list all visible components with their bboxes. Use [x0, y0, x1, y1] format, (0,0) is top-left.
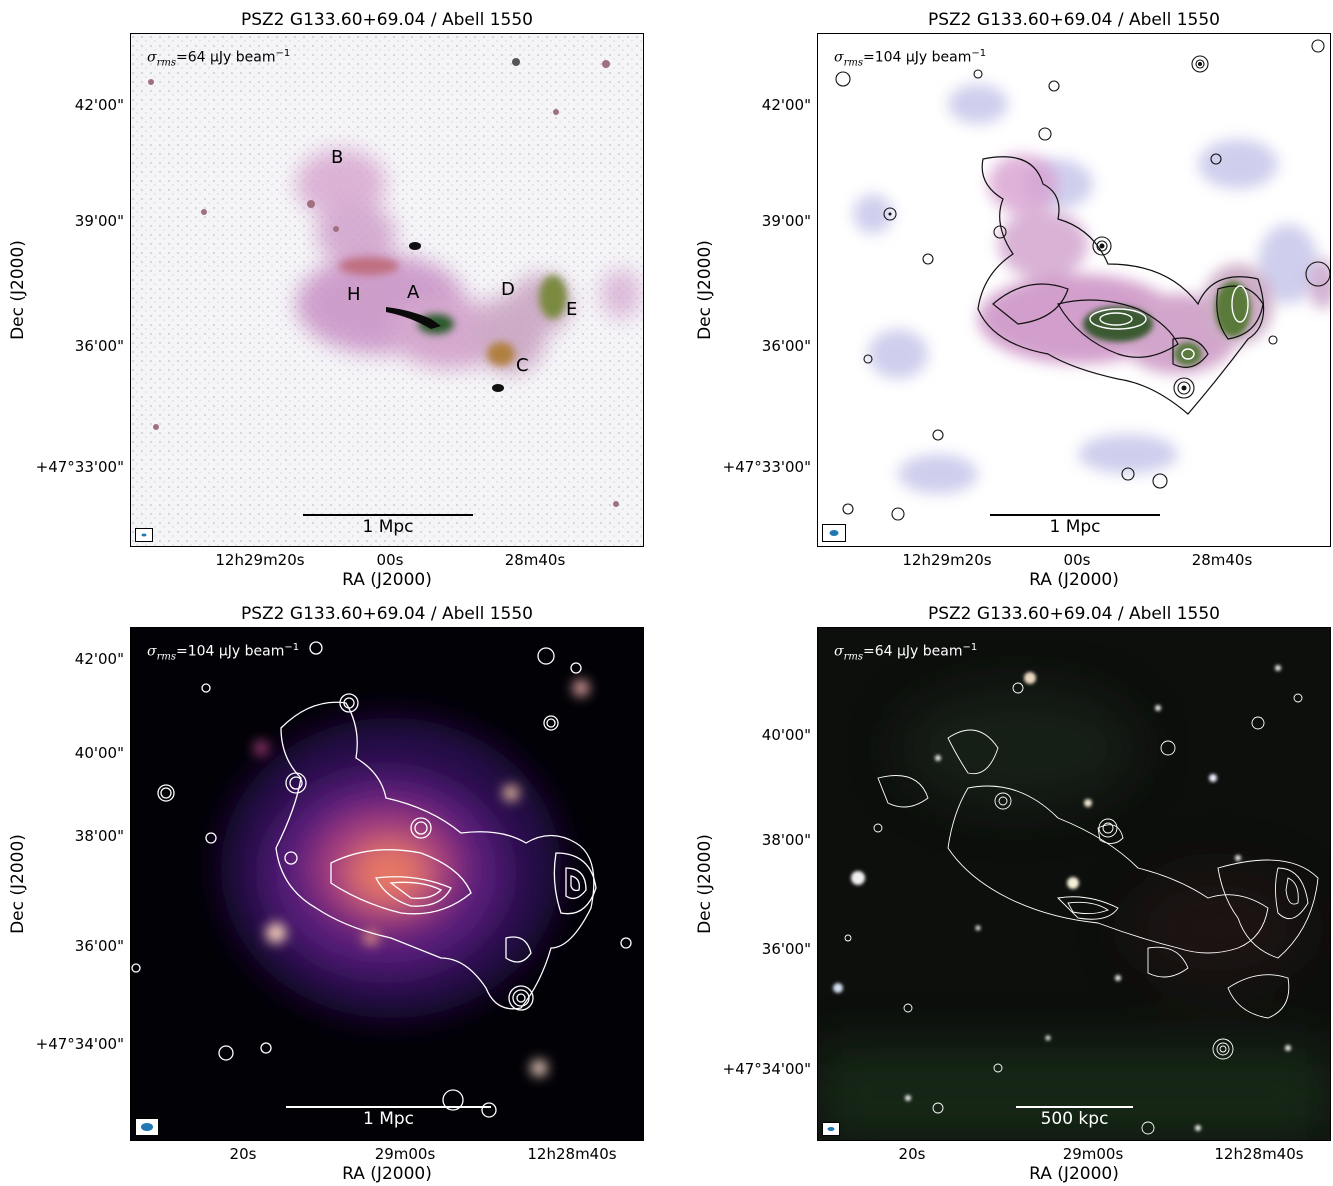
panel-radio-contours: PSZ2 G133.60+69.04 / Abell 1550 — [687, 0, 1333, 592]
x-tick-label: 29m00s — [374, 1145, 436, 1163]
scale-bar: 1 Mpc — [286, 1106, 491, 1129]
beam-ellipse — [135, 528, 153, 542]
panel-title: PSZ2 G133.60+69.04 / Abell 1550 — [927, 604, 1220, 624]
y-tick-label: 42'00" — [74, 96, 124, 114]
region-label-a: A — [407, 282, 420, 303]
panel-optical-overlay: PSZ2 G133.60+69.04 / Abell 1550 — [687, 594, 1333, 1186]
optical-sky-map — [818, 628, 1330, 1140]
x-tick-label: 00s — [376, 551, 404, 569]
y-tick-label: 36'00" — [761, 337, 811, 355]
region-label-b: B — [331, 147, 344, 168]
y-tick-label: 38'00" — [761, 831, 811, 849]
x-tick-label: 12h28m40s — [527, 1145, 617, 1163]
beam-ellipse — [135, 1118, 159, 1136]
y-tick-label: +47°34'00" — [35, 1035, 124, 1053]
panel-radio-lowres: PSZ2 G133.60+69.04 / Abell 1550 — [0, 0, 670, 592]
beam-ellipse — [822, 1122, 840, 1136]
y-tick-label: 39'00" — [74, 212, 124, 230]
y-tick-label: 42'00" — [74, 650, 124, 668]
sigma-rms-label: σrms=64 μJy beam−1 — [834, 642, 978, 663]
scale-bar: 500 kpc — [1016, 1106, 1133, 1129]
y-tick-label: 36'00" — [761, 940, 811, 958]
y-axis-label: Dec (J2000) — [695, 834, 715, 934]
x-tick-label: 28m40s — [1191, 551, 1253, 569]
y-tick-label: 40'00" — [74, 744, 124, 762]
optical-image: σrms=64 μJy beam−1 500 kpc — [817, 627, 1331, 1141]
y-tick-label: 40'00" — [761, 726, 811, 744]
x-tick-label: 20s — [229, 1145, 257, 1163]
scale-bar: 1 Mpc — [990, 514, 1160, 537]
radio-image: σrms=104 μJy beam−1 1 Mpc — [817, 33, 1331, 547]
beam-ellipse — [822, 524, 846, 542]
x-tick-label: 20s — [898, 1145, 926, 1163]
y-axis-label: Dec (J2000) — [695, 240, 715, 340]
panel-xray-overlay: PSZ2 G133.60+69.04 / Abell 1550 — [0, 594, 670, 1186]
x-tick-label: 28m40s — [504, 551, 566, 569]
x-tick-label: 12h29m20s — [215, 551, 305, 569]
y-tick-label: 36'00" — [74, 937, 124, 955]
radio-emission-map — [131, 34, 643, 546]
sigma-rms-label: σrms=104 μJy beam−1 — [147, 642, 300, 663]
xray-emission-map — [131, 628, 643, 1140]
sigma-rms-label: σrms=64 μJy beam−1 — [147, 48, 291, 69]
panel-title: PSZ2 G133.60+69.04 / Abell 1550 — [927, 10, 1220, 30]
region-label-d: D — [501, 279, 515, 300]
sigma-rms-label: σrms=104 μJy beam−1 — [834, 48, 987, 69]
radio-image: σrms=64 μJy beam−1 B H A D E C 1 Mpc — [130, 33, 644, 547]
y-tick-label: 42'00" — [761, 96, 811, 114]
y-axis-label: Dec (J2000) — [8, 240, 28, 340]
region-label-c: C — [516, 355, 529, 376]
y-tick-label: +47°33'00" — [722, 458, 811, 476]
x-axis-label: RA (J2000) — [342, 570, 432, 590]
x-axis-label: RA (J2000) — [342, 1164, 432, 1184]
x-tick-label: 00s — [1063, 551, 1091, 569]
y-tick-label: 39'00" — [761, 212, 811, 230]
x-tick-label: 29m00s — [1062, 1145, 1124, 1163]
scale-bar: 1 Mpc — [303, 514, 473, 537]
region-label-e: E — [566, 299, 578, 320]
region-label-h: H — [347, 284, 361, 305]
y-tick-label: +47°34'00" — [722, 1060, 811, 1078]
x-axis-label: RA (J2000) — [1029, 1164, 1119, 1184]
x-tick-label: 12h29m20s — [902, 551, 992, 569]
y-tick-label: 36'00" — [74, 337, 124, 355]
y-tick-label: +47°33'00" — [35, 458, 124, 476]
y-axis-label: Dec (J2000) — [8, 834, 28, 934]
panel-title: PSZ2 G133.60+69.04 / Abell 1550 — [240, 10, 533, 30]
panel-title: PSZ2 G133.60+69.04 / Abell 1550 — [240, 604, 533, 624]
y-tick-label: 38'00" — [74, 827, 124, 845]
xray-image: σrms=104 μJy beam−1 1 Mpc — [130, 627, 644, 1141]
x-tick-label: 12h28m40s — [1214, 1145, 1304, 1163]
radio-emission-map — [835, 39, 1330, 521]
x-axis-label: RA (J2000) — [1029, 570, 1119, 590]
